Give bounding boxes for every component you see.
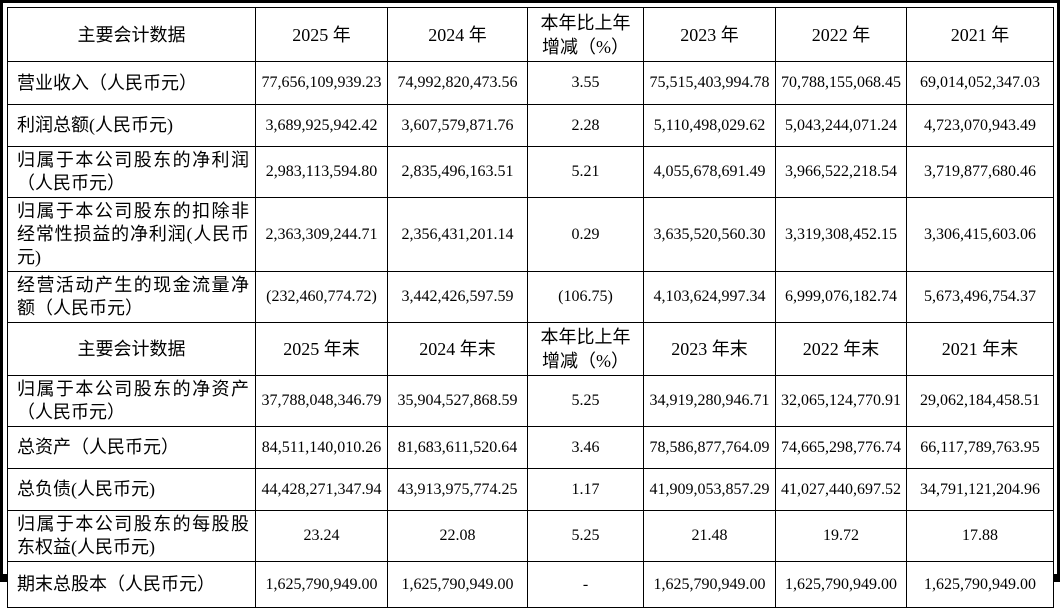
label-cell: 归属于本公司股东的扣除非经常性损益的净利润(人民币元) xyxy=(7,197,256,272)
value-cell: 84,511,140,010.26 xyxy=(255,426,388,469)
value-cell: 32,065,124,770.91 xyxy=(775,375,907,427)
column-header-metric: 主要会计数据 xyxy=(7,7,256,62)
value-cell: 3,319,308,452.15 xyxy=(775,197,907,272)
label-cell: 归属于本公司股东的净资产（人民币元） xyxy=(7,375,256,427)
value-cell: 34,791,121,204.96 xyxy=(906,468,1054,511)
row-revenue: 营业收入（人民币元） 77,656,109,939.23 74,992,820,… xyxy=(7,61,1054,105)
column-header-2024-end: 2024 年末 xyxy=(387,322,528,376)
value-cell: 2,356,431,201.14 xyxy=(387,197,528,272)
value-cell: - xyxy=(527,561,644,608)
label-cell: 利润总额(人民币元) xyxy=(7,104,256,147)
value-cell: 21.48 xyxy=(643,510,776,562)
value-cell: 37,788,048,346.79 xyxy=(255,375,388,427)
value-cell: 1,625,790,949.00 xyxy=(255,561,388,608)
value-cell: 81,683,611,520.64 xyxy=(387,426,528,469)
header-row-current-period: 主要会计数据 2025 年 2024 年 本年比上年增减（%） 2023 年 2… xyxy=(7,7,1054,62)
value-cell: 1,625,790,949.00 xyxy=(775,561,907,608)
row-total-liabilities: 总负债(人民币元) 44,428,271,347.94 43,913,975,7… xyxy=(7,468,1054,511)
value-cell: 41,027,440,697.52 xyxy=(775,468,907,511)
column-header-2021: 2021 年 xyxy=(906,7,1054,62)
value-cell: (106.75) xyxy=(527,271,644,323)
value-cell: 1,625,790,949.00 xyxy=(387,561,528,608)
row-equity-per-share: 归属于本公司股东的每股股东权益(人民币元) 23.24 22.08 5.25 2… xyxy=(7,510,1054,562)
column-header-2022: 2022 年 xyxy=(775,7,907,62)
value-cell: 3,306,415,603.06 xyxy=(906,197,1054,272)
label-cell: 总资产（人民币元） xyxy=(7,426,256,469)
value-cell: 3.55 xyxy=(527,61,644,105)
value-cell: 23.24 xyxy=(255,510,388,562)
label-cell: 归属于本公司股东的净利润（人民币元） xyxy=(7,146,256,198)
value-cell: 3,689,925,942.42 xyxy=(255,104,388,147)
value-cell: 22.08 xyxy=(387,510,528,562)
label-cell: 总负债(人民币元) xyxy=(7,468,256,511)
label-cell: 经营活动产生的现金流量净额（人民币元） xyxy=(7,271,256,323)
column-header-2022-end: 2022 年末 xyxy=(775,322,907,376)
row-total-share-capital: 期末总股本（人民币元） 1,625,790,949.00 1,625,790,9… xyxy=(7,561,1054,608)
row-total-profit: 利润总额(人民币元) 3,689,925,942.42 3,607,579,87… xyxy=(7,104,1054,147)
value-cell: 1,625,790,949.00 xyxy=(906,561,1054,608)
label-cell: 营业收入（人民币元） xyxy=(7,61,256,105)
value-cell: 43,913,975,774.25 xyxy=(387,468,528,511)
row-operating-cash-flow: 经营活动产生的现金流量净额（人民币元） (232,460,774.72) 3,4… xyxy=(7,271,1054,323)
column-header-2025-end: 2025 年末 xyxy=(255,322,388,376)
value-cell: 34,919,280,946.71 xyxy=(643,375,776,427)
column-header-metric: 主要会计数据 xyxy=(7,322,256,376)
value-cell: 5.25 xyxy=(527,510,644,562)
financial-data-table: 主要会计数据 2025 年 2024 年 本年比上年增减（%） 2023 年 2… xyxy=(7,7,1054,608)
value-cell: 70,788,155,068.45 xyxy=(775,61,907,105)
value-cell: 5,043,244,071.24 xyxy=(775,104,907,147)
row-total-assets: 总资产（人民币元） 84,511,140,010.26 81,683,611,5… xyxy=(7,426,1054,469)
value-cell: 74,665,298,776.74 xyxy=(775,426,907,469)
value-cell: 0.29 xyxy=(527,197,644,272)
value-cell: 5,110,498,029.62 xyxy=(643,104,776,147)
value-cell: 35,904,527,868.59 xyxy=(387,375,528,427)
value-cell: 78,586,877,764.09 xyxy=(643,426,776,469)
value-cell: 4,103,624,997.34 xyxy=(643,271,776,323)
value-cell: 77,656,109,939.23 xyxy=(255,61,388,105)
value-cell: 3.46 xyxy=(527,426,644,469)
value-cell: 2,983,113,594.80 xyxy=(255,146,388,198)
value-cell: 19.72 xyxy=(775,510,907,562)
value-cell: 3,966,522,218.54 xyxy=(775,146,907,198)
value-cell: 44,428,271,347.94 xyxy=(255,468,388,511)
column-header-yoy-change: 本年比上年增减（%） xyxy=(527,322,644,376)
column-header-2021-end: 2021 年末 xyxy=(906,322,1054,376)
value-cell: 5.25 xyxy=(527,375,644,427)
header-row-period-end: 主要会计数据 2025 年末 2024 年末 本年比上年增减（%） 2023 年… xyxy=(7,322,1054,376)
column-header-2023-end: 2023 年末 xyxy=(643,322,776,376)
value-cell: 5,673,496,754.37 xyxy=(906,271,1054,323)
row-net-profit-deducted-non-recurring: 归属于本公司股东的扣除非经常性损益的净利润(人民币元) 2,363,309,24… xyxy=(7,197,1054,272)
value-cell: 3,607,579,871.76 xyxy=(387,104,528,147)
value-cell: 74,992,820,473.56 xyxy=(387,61,528,105)
value-cell: (232,460,774.72) xyxy=(255,271,388,323)
row-net-assets-attributable: 归属于本公司股东的净资产（人民币元） 37,788,048,346.79 35,… xyxy=(7,375,1054,427)
column-header-2023: 2023 年 xyxy=(643,7,776,62)
value-cell: 5.21 xyxy=(527,146,644,198)
value-cell: 2.28 xyxy=(527,104,644,147)
label-cell: 期末总股本（人民币元） xyxy=(7,561,256,608)
value-cell: 17.88 xyxy=(906,510,1054,562)
value-cell: 75,515,403,994.78 xyxy=(643,61,776,105)
value-cell: 2,363,309,244.71 xyxy=(255,197,388,272)
value-cell: 3,442,426,597.59 xyxy=(387,271,528,323)
value-cell: 6,999,076,182.74 xyxy=(775,271,907,323)
value-cell: 2,835,496,163.51 xyxy=(387,146,528,198)
label-cell: 归属于本公司股东的每股股东权益(人民币元) xyxy=(7,510,256,562)
value-cell: 4,055,678,691.49 xyxy=(643,146,776,198)
value-cell: 1.17 xyxy=(527,468,644,511)
value-cell: 3,719,877,680.46 xyxy=(906,146,1054,198)
value-cell: 1,625,790,949.00 xyxy=(643,561,776,608)
value-cell: 4,723,070,943.49 xyxy=(906,104,1054,147)
value-cell: 41,909,053,857.29 xyxy=(643,468,776,511)
value-cell: 3,635,520,560.30 xyxy=(643,197,776,272)
value-cell: 69,014,052,347.03 xyxy=(906,61,1054,105)
column-header-2025: 2025 年 xyxy=(255,7,388,62)
value-cell: 66,117,789,763.95 xyxy=(906,426,1054,469)
value-cell: 29,062,184,458.51 xyxy=(906,375,1054,427)
row-net-profit-attributable: 归属于本公司股东的净利润（人民币元） 2,983,113,594.80 2,83… xyxy=(7,146,1054,198)
column-header-2024: 2024 年 xyxy=(387,7,528,62)
column-header-yoy-change: 本年比上年增减（%） xyxy=(527,7,644,62)
